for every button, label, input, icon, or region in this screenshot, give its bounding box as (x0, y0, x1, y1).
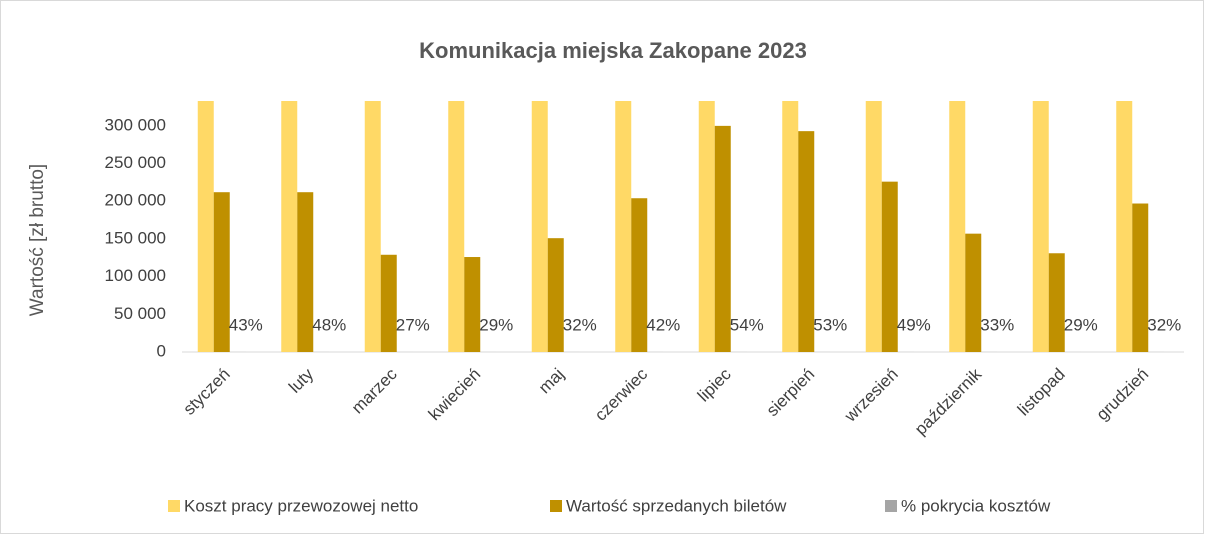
bar (615, 101, 632, 352)
bar (965, 233, 982, 352)
legend-label: Koszt pracy przewozowej netto (184, 496, 418, 515)
chart-title: Komunikacja miejska Zakopane 2023 (419, 38, 807, 63)
y-tick-label: 150 000 (105, 228, 166, 247)
legend-swatch (885, 500, 897, 512)
data-label: 29% (479, 315, 513, 334)
bar (364, 101, 381, 352)
data-label: 29% (1064, 315, 1098, 334)
legend-swatch (550, 500, 562, 512)
data-label: 33% (980, 315, 1014, 334)
data-label: 27% (396, 315, 430, 334)
legend-label: % pokrycia kosztów (901, 496, 1051, 515)
y-tick-label: 0 (157, 341, 166, 360)
bar (1132, 203, 1149, 352)
bar (281, 101, 298, 352)
bar (531, 101, 548, 352)
y-axis-label: Wartość [zł brutto] (27, 164, 48, 316)
legend-swatch (168, 500, 180, 512)
bar (865, 101, 882, 352)
y-tick-label: 50 000 (114, 304, 166, 323)
y-tick-label: 250 000 (105, 153, 166, 172)
bar (464, 257, 481, 352)
data-label: 48% (312, 315, 346, 334)
bar (949, 101, 966, 352)
data-label: 32% (1147, 315, 1181, 334)
data-label: 54% (730, 315, 764, 334)
legend-label: Wartość sprzedanych biletów (566, 496, 787, 515)
bar (698, 101, 715, 352)
data-label: 32% (563, 315, 597, 334)
bar (881, 181, 898, 352)
data-label: 42% (646, 315, 680, 334)
data-label: 53% (813, 315, 847, 334)
bar (197, 101, 214, 352)
bar (380, 254, 397, 352)
bar (1116, 101, 1133, 352)
data-label: 43% (229, 315, 263, 334)
y-tick-label: 300 000 (105, 115, 166, 134)
bar (714, 125, 731, 352)
y-tick-label: 200 000 (105, 191, 166, 210)
bar (631, 198, 648, 352)
bar (297, 192, 314, 352)
bar (547, 238, 564, 352)
data-label: 49% (897, 315, 931, 334)
bar (1032, 101, 1049, 352)
bar (782, 101, 799, 352)
bar (798, 131, 815, 352)
bar (213, 192, 230, 352)
y-tick-label: 100 000 (105, 266, 166, 285)
bar (448, 101, 465, 352)
bar (1048, 253, 1065, 352)
